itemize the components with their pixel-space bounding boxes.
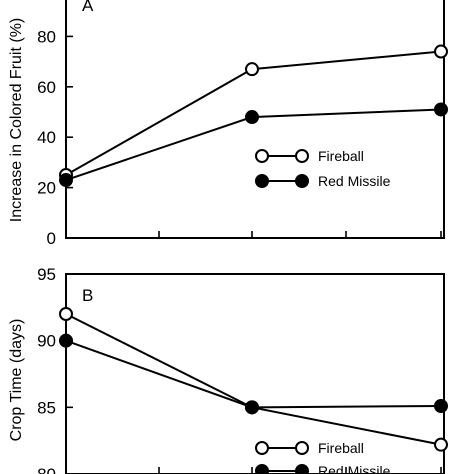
legend-label: Red Missile	[318, 173, 391, 189]
data-point-red-missile	[434, 102, 448, 117]
legend-label: Fireball	[318, 440, 364, 456]
y-axis-title: Crop Time (days)	[8, 319, 25, 442]
y-tick-label: 20	[37, 179, 56, 198]
data-point-red-missile	[245, 400, 259, 415]
panel-b-chart: 80 85 90 95 Crop Time (days) B Fireball Red Mis…	[8, 265, 448, 474]
y-tick-label: 60	[37, 78, 56, 97]
series-line-red-missile	[65, 339, 442, 409]
data-point-red-missile	[245, 110, 259, 125]
y-tick-label: 40	[37, 128, 56, 147]
y-tick-label: 95	[37, 265, 56, 284]
data-point-fireball	[245, 62, 259, 77]
y-tick-label: 85	[37, 398, 56, 417]
panel-letter: B	[82, 286, 93, 305]
panel-a-chart: 0 20 40 60 80 Increase in Colored Fruit (%) A F…	[8, 0, 448, 248]
legend-marker-open	[295, 441, 309, 455]
data-point-red-missile	[59, 173, 73, 188]
y-tick-label: 80	[37, 465, 56, 474]
data-point-red-missile	[434, 399, 448, 413]
legend-marker-open	[295, 149, 309, 163]
y-tick-label: 90	[37, 332, 56, 351]
y-axis-title: Increase in Colored Fruit (%)	[8, 18, 25, 223]
legend: Fireball Red Missile	[255, 148, 391, 189]
panel-letter: A	[82, 0, 94, 15]
data-point-red-missile	[59, 333, 73, 348]
legend-marker-open	[255, 149, 269, 163]
legend-marker-filled	[295, 464, 309, 474]
data-point-fireball	[434, 44, 448, 59]
plot-frame	[65, 273, 445, 474]
legend: Fireball Red Missile	[255, 440, 391, 474]
data-point-fireball	[59, 307, 73, 321]
data-point-fireball	[434, 437, 448, 452]
legend-label: Fireball	[318, 148, 364, 164]
y-tick-label: 0	[47, 229, 56, 248]
legend-label: Red Missile	[318, 463, 391, 474]
legend-marker-filled	[255, 464, 269, 474]
y-tick-label: 80	[37, 27, 56, 46]
series-line-fireball	[65, 313, 442, 446]
legend-marker-filled	[295, 174, 309, 188]
legend-marker-filled	[255, 174, 269, 188]
legend-marker-open	[255, 441, 269, 455]
